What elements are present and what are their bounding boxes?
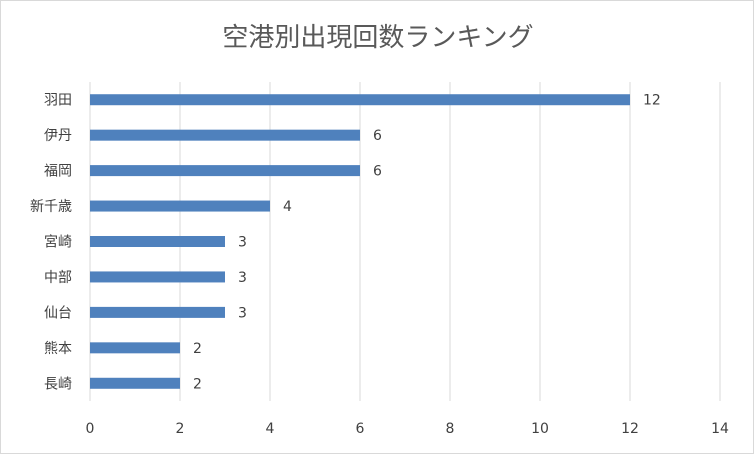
x-tick-label: 10 — [531, 421, 549, 437]
category-label: 熊本 — [44, 341, 72, 357]
bar-4 — [90, 236, 225, 247]
category-label: 長崎 — [44, 376, 72, 392]
data-label: 12 — [643, 93, 661, 109]
bar-6 — [90, 306, 225, 318]
category-label: 伊丹 — [44, 128, 72, 144]
data-label: 6 — [373, 128, 382, 144]
x-tick-label: 6 — [356, 421, 365, 437]
data-label: 2 — [193, 376, 202, 392]
x-tick-label: 4 — [266, 421, 275, 437]
bar-7 — [90, 342, 180, 354]
bar-1 — [90, 129, 360, 141]
data-label: 6 — [373, 164, 382, 180]
bar-2 — [90, 165, 360, 177]
bar-3 — [90, 200, 270, 212]
category-label: 羽田 — [44, 93, 72, 109]
x-tick-label: 0 — [86, 421, 95, 437]
data-label: 4 — [283, 199, 292, 215]
labels: 0 2 4 6 8 10 12 14 羽田 12 伊丹 6 福岡 6 新千歳 4 宮崎 3 中部 3 仙台 3 熊本 2 長崎 2 — [30, 93, 729, 437]
data-label: 2 — [193, 341, 202, 357]
category-label: 宮崎 — [44, 235, 72, 251]
x-tick-label: 12 — [621, 421, 639, 437]
data-label: 3 — [238, 235, 247, 251]
bars — [90, 94, 630, 389]
category-label: 新千歳 — [30, 199, 72, 215]
data-label: 3 — [238, 270, 247, 286]
bar-5 — [90, 271, 225, 283]
data-label: 3 — [238, 305, 247, 321]
x-tick-label: 2 — [176, 421, 185, 437]
bar-8 — [90, 377, 180, 389]
category-label: 福岡 — [44, 164, 72, 180]
x-tick-label: 8 — [446, 421, 455, 437]
category-label: 仙台 — [44, 305, 72, 321]
chart-title: 空港別出現回数ランキング — [222, 23, 534, 53]
category-label: 中部 — [44, 270, 72, 286]
bar-0 — [90, 94, 630, 106]
x-tick-label: 14 — [711, 421, 729, 437]
